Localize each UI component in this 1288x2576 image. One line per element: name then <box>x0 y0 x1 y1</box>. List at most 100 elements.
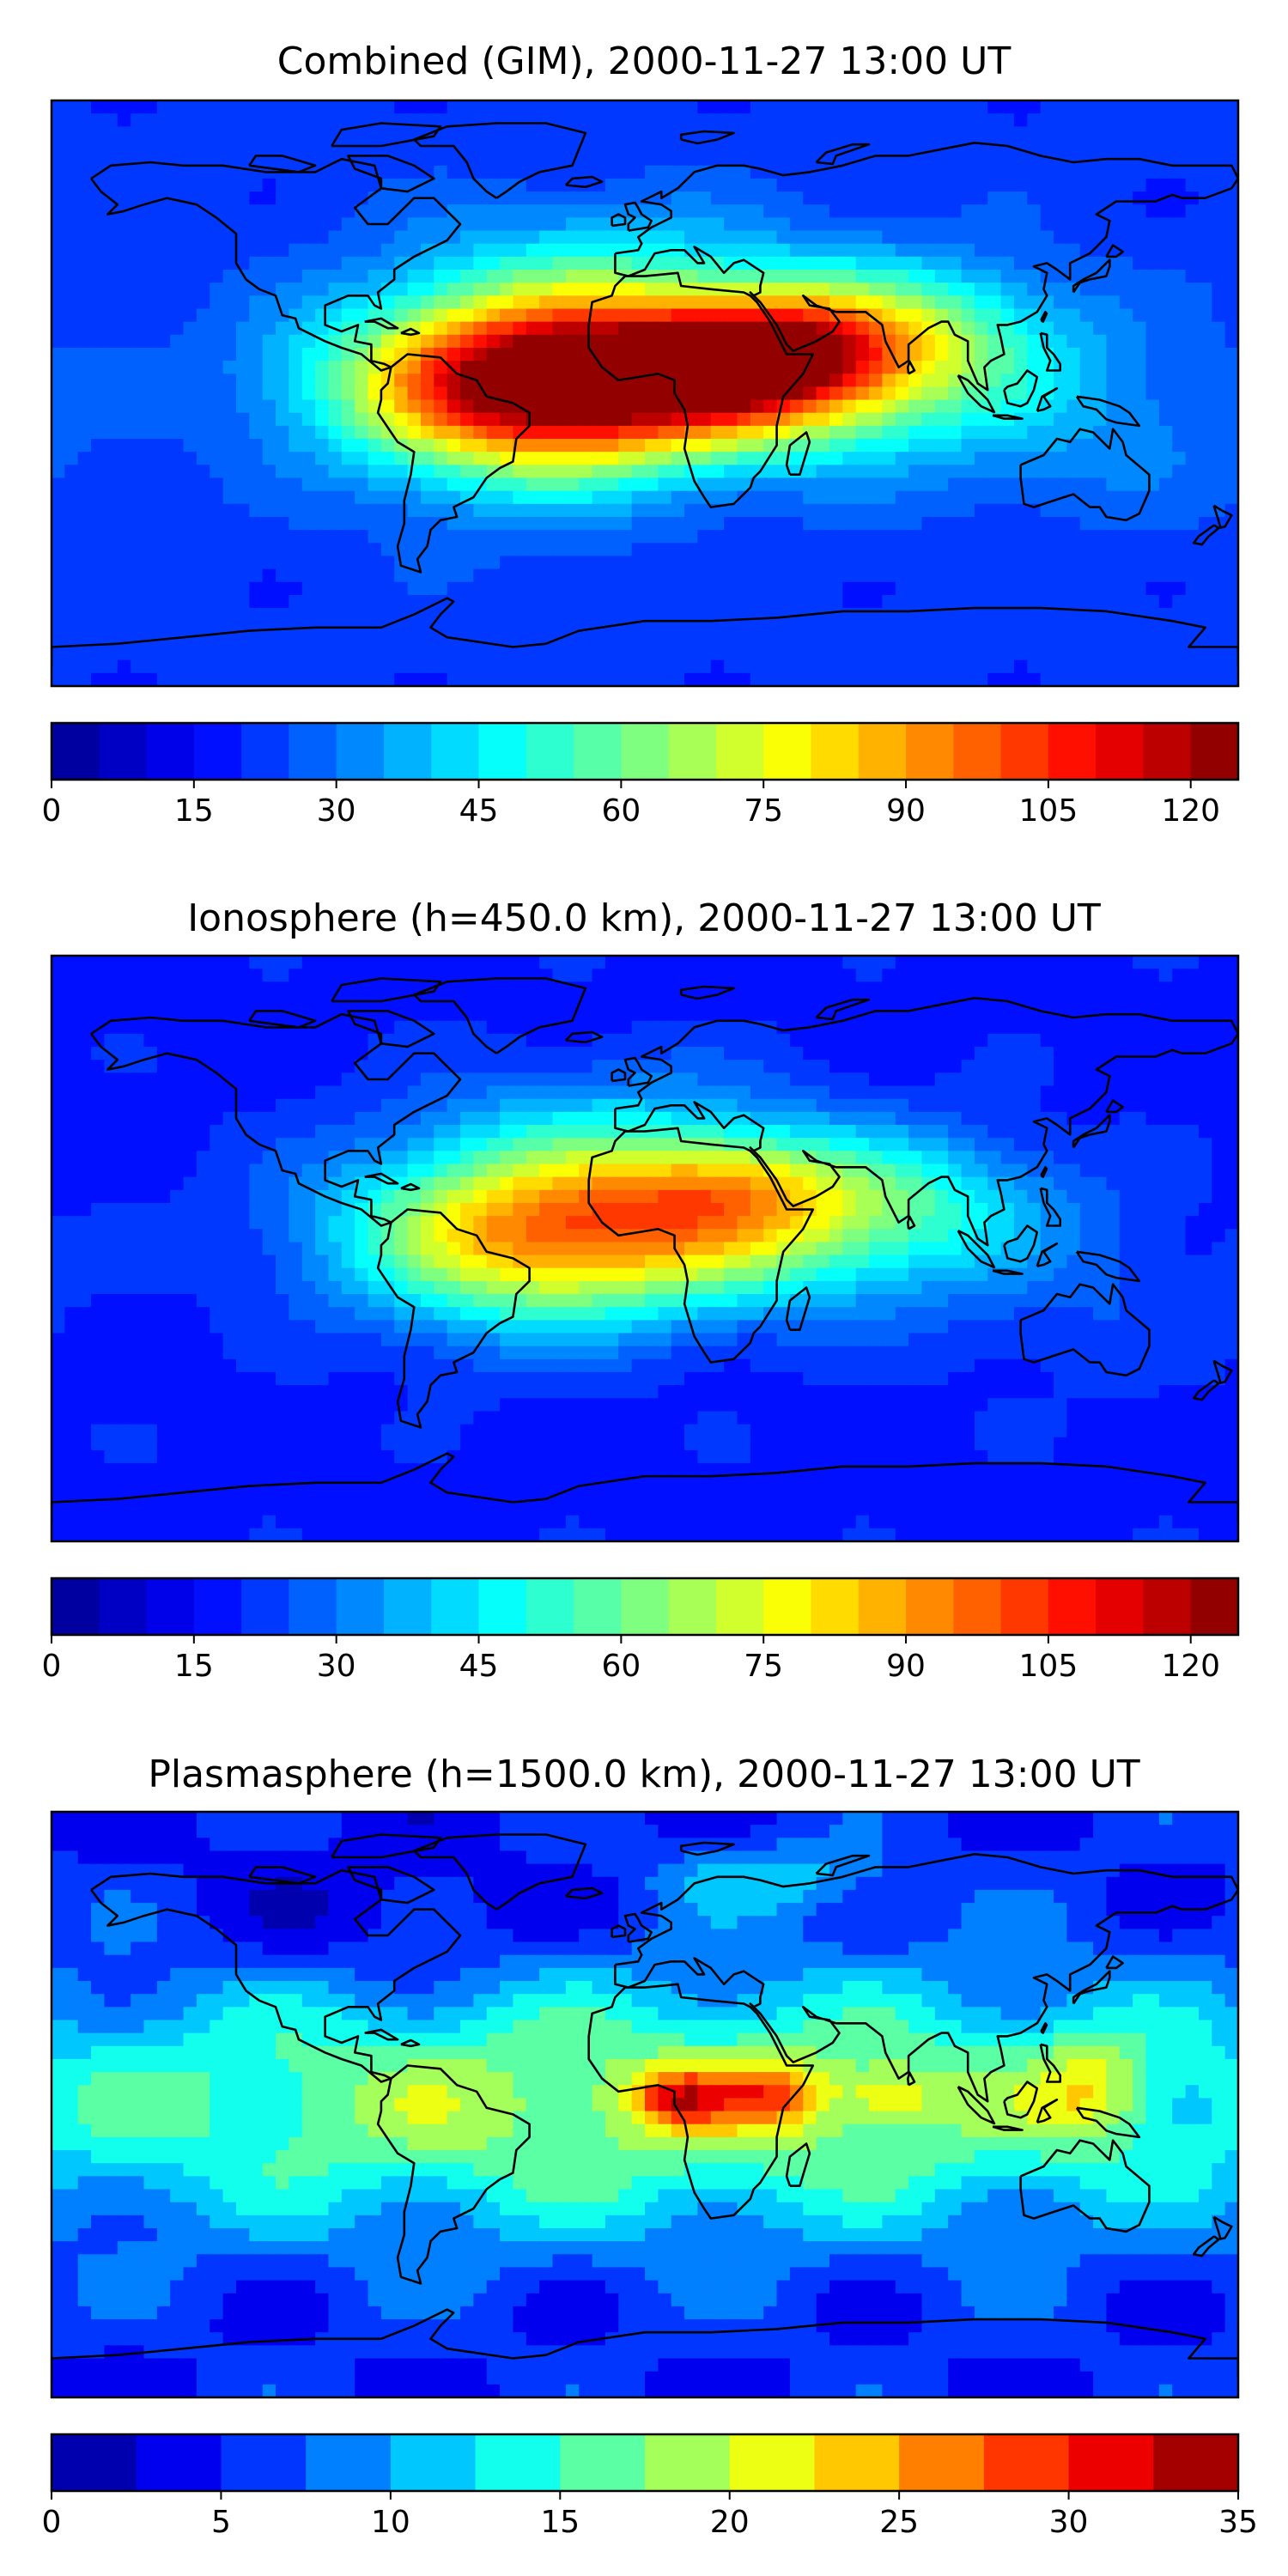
heatmap-cell <box>921 503 936 518</box>
heatmap-cell <box>1158 217 1174 232</box>
heatmap-cell <box>737 217 751 232</box>
heatmap-cell <box>315 152 330 167</box>
heatmap-cell <box>1224 204 1238 219</box>
heatmap-cell <box>1198 361 1213 375</box>
heatmap-cell <box>77 126 92 141</box>
heatmap-cell <box>961 981 975 996</box>
heatmap-cell <box>91 283 106 297</box>
heatmap-cell <box>1224 608 1238 623</box>
heatmap-cell <box>156 321 171 336</box>
heatmap-cell <box>1000 1047 1015 1061</box>
heatmap-cell <box>631 1007 646 1022</box>
heatmap-cell <box>565 347 580 361</box>
heatmap-cell <box>368 347 382 361</box>
heatmap-cell <box>908 621 923 635</box>
heatmap-cell <box>776 581 791 596</box>
heatmap-cell <box>605 516 620 531</box>
heatmap-cell <box>131 672 145 686</box>
heatmap-cell <box>368 981 382 996</box>
heatmap-cell <box>948 126 963 141</box>
panel-2-title: Ionosphere (h=450.0 km), 2000-11-27 13:0… <box>187 896 1101 940</box>
heatmap-cell <box>592 126 606 141</box>
colorbar-segment <box>336 723 385 780</box>
heatmap-cell <box>143 412 158 427</box>
heatmap-cell <box>64 217 79 232</box>
heatmap-cell <box>276 178 290 192</box>
heatmap-cell <box>315 191 330 206</box>
heatmap-cell <box>1079 581 1094 596</box>
heatmap-cell <box>869 465 884 479</box>
heatmap-cell <box>52 543 66 557</box>
heatmap-cell <box>104 347 118 361</box>
heatmap-cell <box>1079 165 1094 179</box>
heatmap-cell <box>447 399 461 414</box>
heatmap-cell <box>895 956 909 969</box>
heatmap-cell <box>513 243 527 258</box>
heatmap-cell <box>605 994 620 1009</box>
heatmap-cell <box>948 152 963 167</box>
heatmap-cell <box>776 139 791 154</box>
heatmap-cell <box>658 283 672 297</box>
heatmap-cell <box>249 1060 264 1074</box>
heatmap-cell <box>671 347 685 361</box>
heatmap-cell <box>355 556 369 570</box>
heatmap-cell <box>170 556 185 570</box>
heatmap-cell <box>724 191 738 206</box>
heatmap-cell <box>1133 672 1147 686</box>
heatmap-cell <box>394 477 409 492</box>
heatmap-cell <box>1185 412 1200 427</box>
heatmap-cell <box>1133 425 1147 440</box>
heatmap-cell <box>368 594 382 609</box>
heatmap-cell <box>380 1047 396 1061</box>
heatmap-cell <box>855 981 870 996</box>
heatmap-cell <box>1054 543 1068 557</box>
heatmap-cell <box>645 1060 659 1074</box>
heatmap-cell <box>143 530 158 544</box>
heatmap-cell <box>552 334 567 349</box>
heatmap-cell <box>842 243 857 258</box>
heatmap-cell <box>737 100 751 114</box>
heatmap-cell <box>513 139 527 154</box>
heatmap-cell <box>117 621 131 635</box>
heatmap-cell <box>289 516 303 531</box>
heatmap-cell <box>210 270 224 283</box>
heatmap-cell <box>750 516 764 531</box>
heatmap-cell <box>131 270 145 283</box>
heatmap-cell <box>77 256 92 270</box>
heatmap-cell <box>447 439 461 453</box>
heatmap-cell <box>486 1007 501 1022</box>
heatmap-cell <box>697 1007 712 1022</box>
heatmap-cell <box>1145 981 1160 996</box>
heatmap-cell <box>1185 1060 1200 1074</box>
heatmap-cell <box>697 334 712 349</box>
heatmap-cell <box>262 594 276 609</box>
heatmap-cell <box>210 647 224 661</box>
heatmap-cell <box>289 969 303 983</box>
heatmap-cell <box>631 334 646 349</box>
heatmap-cell <box>420 1072 435 1087</box>
heatmap-cell <box>921 165 936 179</box>
heatmap-cell <box>1000 165 1015 179</box>
heatmap-cell <box>974 139 989 154</box>
heatmap-cell <box>210 672 224 686</box>
heatmap-cell <box>64 165 79 179</box>
heatmap-cell <box>789 621 805 635</box>
heatmap-cell <box>143 334 158 349</box>
heatmap-cell <box>1054 1047 1068 1061</box>
heatmap-cell <box>447 1007 461 1022</box>
heatmap-cell <box>276 503 290 518</box>
heatmap-cell <box>131 217 145 232</box>
heatmap-cell <box>117 543 131 557</box>
heatmap-cell <box>1145 647 1160 661</box>
heatmap-cell <box>1040 647 1054 661</box>
heatmap-cell <box>170 647 185 661</box>
heatmap-cell <box>579 659 593 674</box>
heatmap-cell <box>341 956 355 969</box>
heatmap-cell <box>289 361 303 375</box>
heatmap-cell <box>684 1060 699 1074</box>
heatmap-cell <box>724 217 738 232</box>
heatmap-cell <box>829 503 844 518</box>
heatmap-cell <box>908 178 923 192</box>
heatmap-cell <box>1119 321 1133 336</box>
heatmap-cell <box>948 672 963 686</box>
